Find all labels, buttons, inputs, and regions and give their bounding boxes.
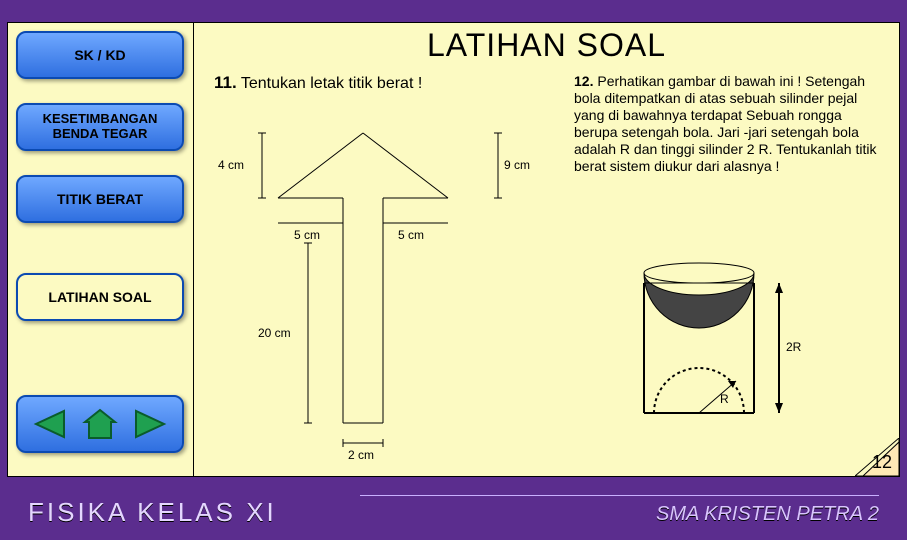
page-number: 12 xyxy=(872,452,892,473)
sidebar: SK / KD KESETIMBANGAN BENDA TEGAR TITIK … xyxy=(8,23,194,476)
nav-kesetimbangan[interactable]: KESETIMBANGAN BENDA TEGAR xyxy=(16,103,184,151)
nav-titik-berat[interactable]: TITIK BERAT xyxy=(16,175,184,223)
q11-number: 11. xyxy=(214,73,237,92)
nav-latihan-soal[interactable]: LATIHAN SOAL xyxy=(16,273,184,321)
dim-2cm: 2 cm xyxy=(348,448,374,462)
q12-figure: R 2R xyxy=(604,223,844,433)
footer-divider xyxy=(360,495,879,496)
footer: FISIKA KELAS XI SMA KRISTEN PETRA 2 xyxy=(0,482,907,540)
forward-icon[interactable] xyxy=(132,407,170,441)
nav-label: KESETIMBANGAN BENDA TEGAR xyxy=(18,112,182,142)
q12-number: 12. xyxy=(574,73,593,89)
q11-text: Tentukan letak titik berat ! xyxy=(241,75,422,92)
dim-5cm-r: 5 cm xyxy=(398,228,424,242)
dim-9cm: 9 cm xyxy=(504,158,530,172)
nav-label: SK / KD xyxy=(74,47,125,63)
question-12: 12. Perhatikan gambar di bawah ini ! Set… xyxy=(574,73,884,175)
nav-label: LATIHAN SOAL xyxy=(48,289,151,305)
dim-5cm-l: 5 cm xyxy=(294,228,320,242)
slide-panel: SK / KD KESETIMBANGAN BENDA TEGAR TITIK … xyxy=(7,22,900,477)
home-icon[interactable] xyxy=(81,407,119,441)
footer-left: FISIKA KELAS XI xyxy=(28,497,277,528)
footer-right: SMA KRISTEN PETRA 2 xyxy=(656,503,879,526)
nav-label: TITIK BERAT xyxy=(57,191,143,207)
dim-R: R xyxy=(720,392,729,406)
title-bar xyxy=(0,0,907,22)
content-area: LATIHAN SOAL 11. Tentukan letak titik be… xyxy=(194,23,899,476)
question-11: 11. Tentukan letak titik berat ! 4 cm xyxy=(214,73,544,93)
dim-2R: 2R xyxy=(786,340,802,354)
slide-title: LATIHAN SOAL xyxy=(194,27,899,64)
dim-20cm: 20 cm xyxy=(258,326,291,340)
q11-figure: 4 cm 5 cm 5 cm 9 cm 20 cm xyxy=(208,103,538,463)
q12-text: Perhatikan gambar di bawah ini ! Setenga… xyxy=(574,73,876,174)
nav-sk-kd[interactable]: SK / KD xyxy=(16,31,184,79)
nav-arrows xyxy=(16,395,184,453)
back-icon[interactable] xyxy=(30,407,68,441)
dim-4cm: 4 cm xyxy=(218,158,244,172)
